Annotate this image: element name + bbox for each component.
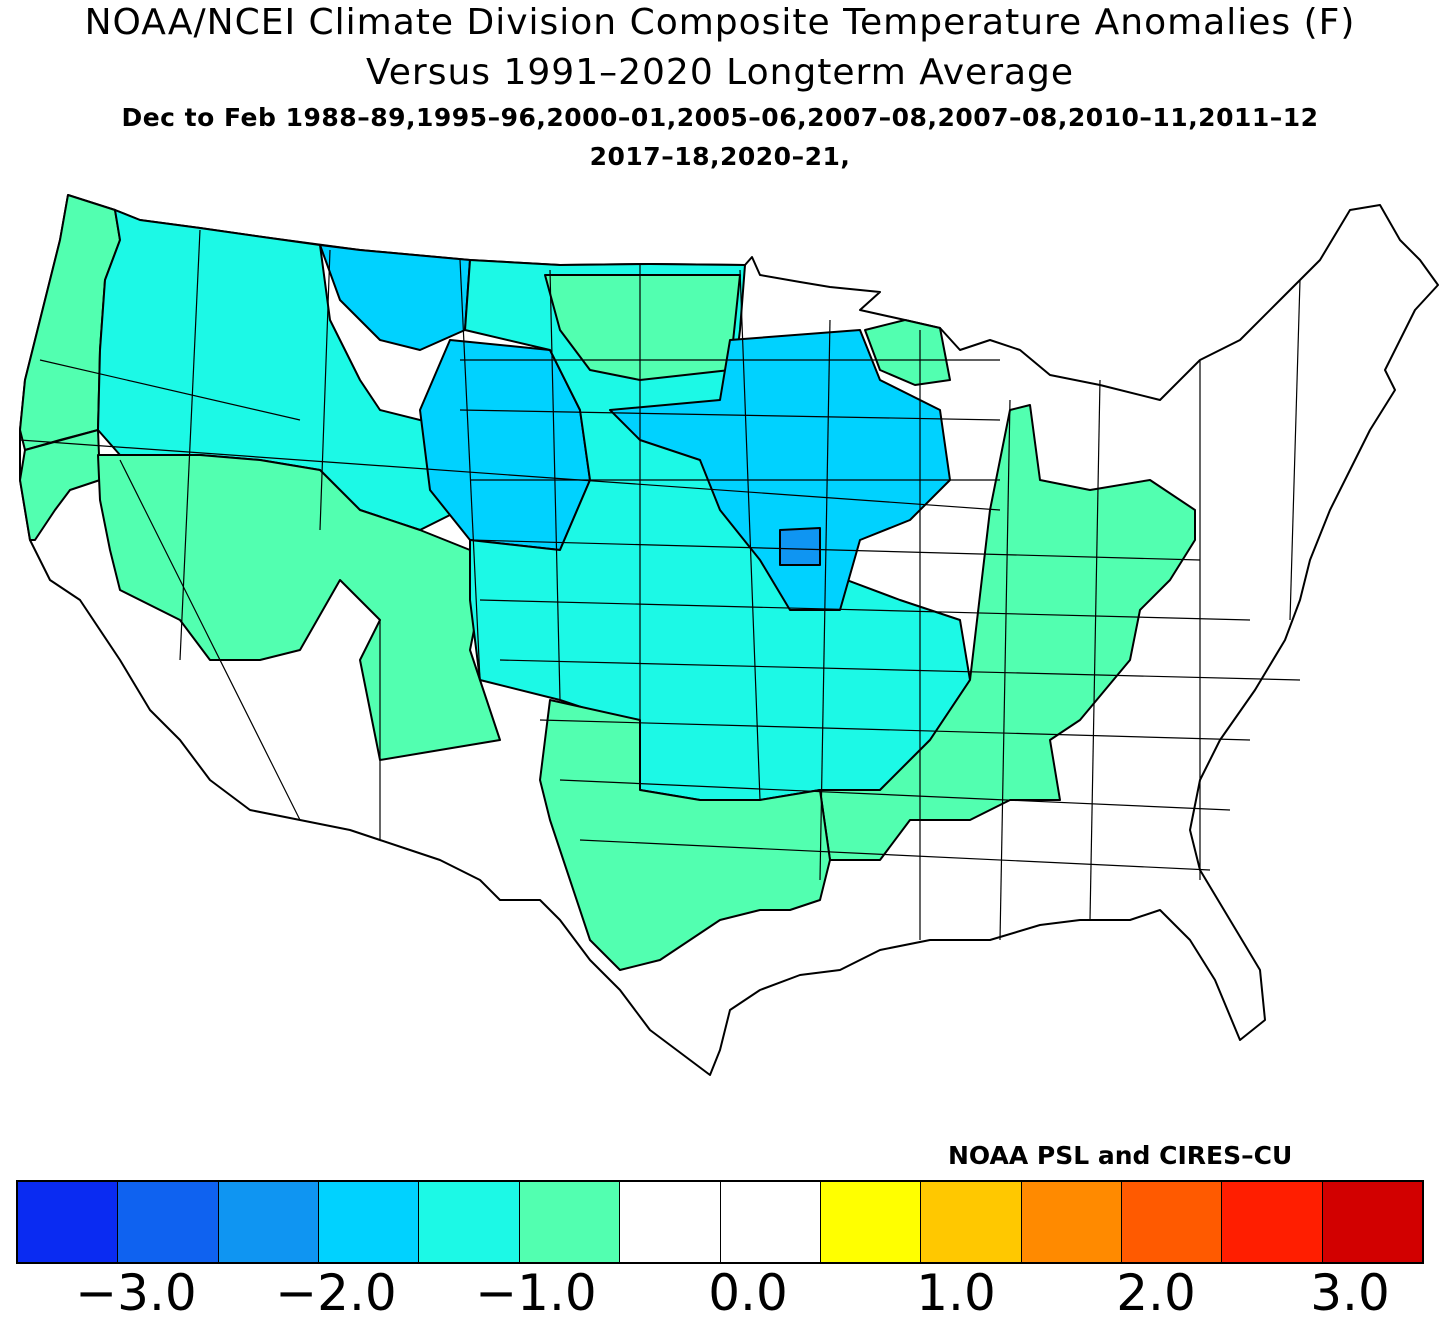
us-climate-division-map xyxy=(19,194,1439,1076)
color-scale-swatch xyxy=(1121,1182,1223,1262)
scale-tick-label: −3.0 xyxy=(75,1264,197,1322)
region-wisconsin-north xyxy=(864,319,951,386)
color-scale-swatch xyxy=(118,1182,219,1262)
color-scale-swatch xyxy=(319,1182,420,1262)
color-scale-swatch xyxy=(519,1182,621,1262)
region-northern-california-coast xyxy=(19,429,101,541)
region-great-basin-intermountain xyxy=(97,454,501,761)
color-scale-swatch xyxy=(218,1182,320,1262)
region-iowa-core xyxy=(779,527,821,566)
color-scale-swatch xyxy=(620,1182,721,1262)
region-southern-plains-texas xyxy=(539,699,831,971)
map-title-line-2: Versus 1991–2020 Longterm Average xyxy=(365,52,1075,93)
region-ohio-valley-south xyxy=(819,404,1196,861)
color-scale-swatch xyxy=(921,1182,1022,1262)
color-scale-swatch xyxy=(1222,1182,1323,1262)
color-scale-swatch xyxy=(720,1182,821,1262)
credit-text: NOAA PSL and CIRES–CU xyxy=(948,1141,1293,1170)
color-scale-swatch xyxy=(820,1182,922,1262)
scale-tick-label: 2.0 xyxy=(1116,1264,1196,1322)
scale-tick-label: −1.0 xyxy=(475,1264,597,1322)
scale-tick-label: 1.0 xyxy=(916,1264,996,1322)
map-title: NOAA/NCEI Climate Division Composite Tem… xyxy=(84,2,1356,43)
color-scale-swatch xyxy=(1021,1182,1122,1262)
region-northern-rockies xyxy=(97,209,481,531)
region-north-central-montana xyxy=(319,244,471,351)
scale-tick-label: −2.0 xyxy=(275,1264,397,1322)
color-scale-swatch xyxy=(1322,1182,1423,1262)
scale-tick-label: 0.0 xyxy=(708,1264,788,1322)
color-scale-swatch xyxy=(419,1182,520,1262)
season-years-line-2: 2017–18,2020–21, xyxy=(589,142,851,171)
color-scale-swatch xyxy=(18,1182,119,1262)
region-upper-midwest xyxy=(609,329,951,611)
season-years-line-1: Dec to Feb 1988–89,1995–96,2000–01,2005–… xyxy=(121,103,1319,132)
color-scale-bar xyxy=(16,1180,1424,1264)
scale-tick-label: 3.0 xyxy=(1310,1264,1390,1322)
